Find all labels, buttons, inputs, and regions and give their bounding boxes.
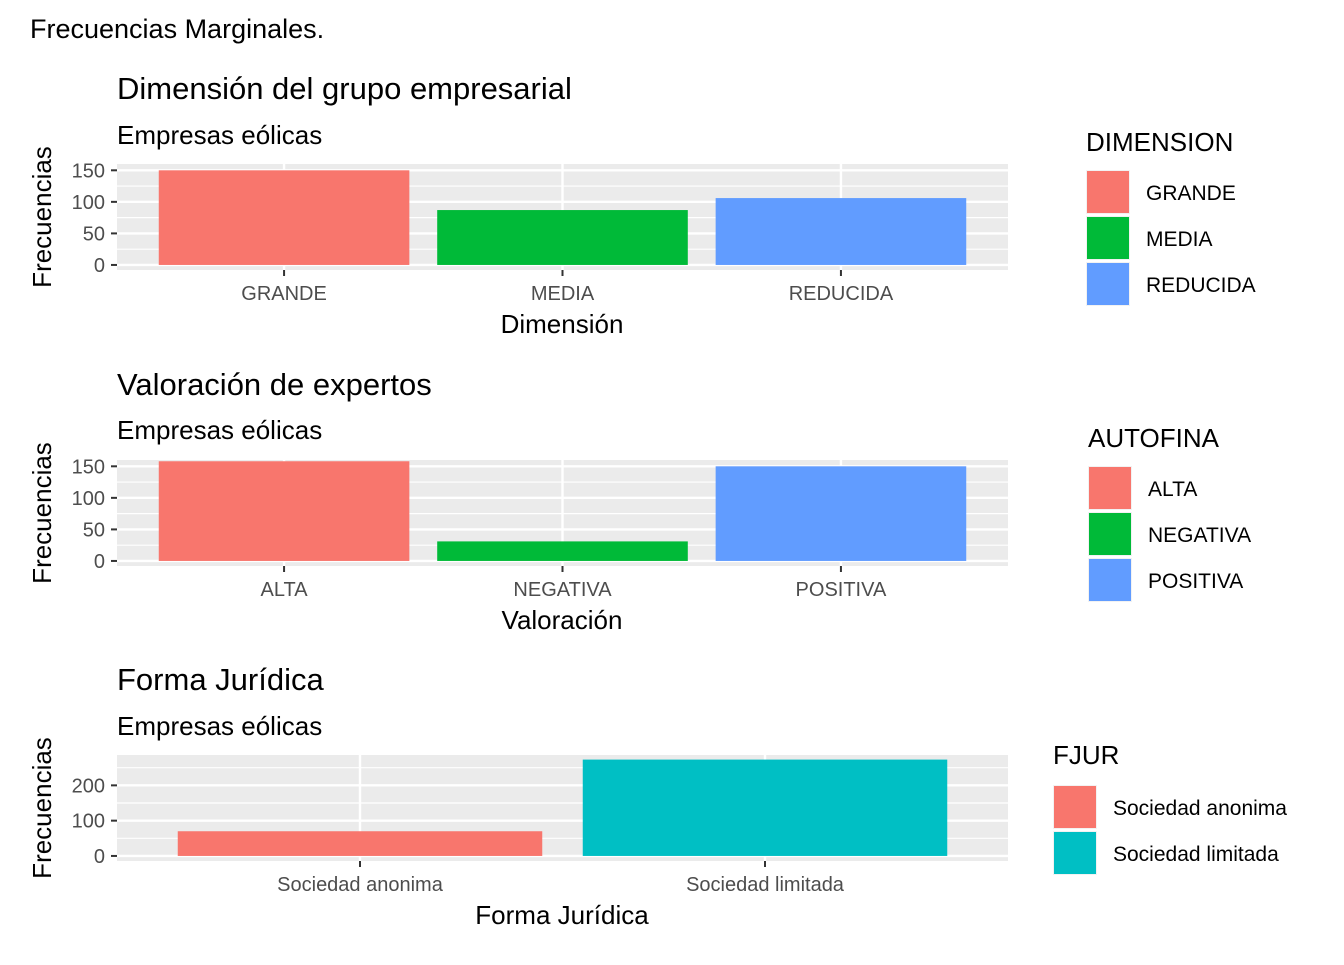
y-tick-label: 50 — [83, 519, 105, 541]
x-tick-label: POSITIVA — [796, 579, 887, 601]
legend-swatch — [1087, 171, 1129, 213]
legend-label: POSITIVA — [1148, 570, 1243, 593]
bars — [158, 170, 967, 265]
legend: FJUR Sociedad anonima Sociedad limitada — [1053, 740, 1287, 875]
bar-grande — [158, 170, 410, 265]
chart-subtitle: Empresas eólicas — [117, 120, 322, 150]
y-tick-label: 100 — [72, 811, 105, 833]
y-tick-label: 200 — [72, 775, 105, 797]
x-tick-label: REDUCIDA — [789, 283, 894, 305]
x-axis: GRANDE MEDIA REDUCIDA — [241, 270, 894, 305]
x-axis: ALTA NEGATIVA POSITIVA — [261, 566, 887, 601]
y-tick-label: 150 — [72, 456, 105, 478]
y-tick-label: 150 — [72, 160, 105, 182]
legend: AUTOFINA ALTA NEGATIVA POSITIVA — [1088, 423, 1251, 602]
page-title: Frecuencias Marginales. — [30, 14, 324, 44]
x-tick-label: Sociedad anonima — [277, 874, 444, 896]
bar-negativa — [437, 541, 688, 561]
chart-forma-juridica: Forma Jurídica Empresas eólicas 0100200 … — [27, 662, 1287, 930]
bar-sociedad-limitada — [582, 759, 948, 856]
legend-label: REDUCIDA — [1146, 274, 1256, 297]
y-tick-label: 0 — [94, 846, 105, 868]
x-tick-label: Sociedad limitada — [686, 874, 845, 896]
y-tick-label: 0 — [94, 255, 105, 277]
y-axis-label: Frecuencias — [27, 442, 57, 584]
legend-swatch — [1087, 263, 1129, 305]
y-axis: 0 50 100 150 — [72, 456, 117, 573]
x-axis-label: Dimensión — [501, 309, 624, 339]
legend-label: MEDIA — [1146, 228, 1213, 251]
chart-title: Forma Jurídica — [117, 662, 324, 697]
x-tick-label: NEGATIVA — [513, 579, 612, 601]
x-axis-label: Forma Jurídica — [475, 900, 649, 930]
legend-swatch — [1089, 513, 1131, 555]
bars — [158, 461, 967, 561]
legend-label: GRANDE — [1146, 182, 1236, 205]
chart-dimension: Dimensión del grupo empresarial Empresas… — [27, 71, 1256, 339]
x-tick-label: MEDIA — [531, 283, 595, 305]
legend-swatch — [1087, 217, 1129, 259]
y-axis: 0 50 100 150 — [72, 160, 117, 277]
legend-label: Sociedad limitada — [1113, 843, 1279, 866]
legend-title: DIMENSION — [1086, 127, 1233, 157]
legend-swatch — [1054, 832, 1096, 874]
legend: DIMENSION GRANDE MEDIA REDUCIDA — [1086, 127, 1256, 306]
legend-swatch — [1054, 786, 1096, 828]
bar-positiva — [715, 466, 967, 561]
bars — [177, 759, 948, 856]
chart-subtitle: Empresas eólicas — [117, 711, 322, 741]
bar-alta — [158, 461, 410, 561]
y-tick-label: 0 — [94, 551, 105, 573]
legend-label: ALTA — [1148, 478, 1197, 501]
y-tick-label: 100 — [72, 488, 105, 510]
y-tick-label: 100 — [72, 192, 105, 214]
y-axis: 0 100 200 — [72, 775, 117, 868]
bar-media — [437, 210, 688, 265]
x-tick-label: GRANDE — [241, 283, 327, 305]
y-axis-label: Frecuencias — [27, 737, 57, 879]
x-axis-label: Valoración — [502, 605, 623, 635]
x-axis: Sociedad anonima Sociedad limitada — [277, 861, 845, 896]
chart-subtitle: Empresas eólicas — [117, 415, 322, 445]
legend-swatch — [1089, 467, 1131, 509]
legend-title: AUTOFINA — [1088, 423, 1220, 453]
x-tick-label: ALTA — [261, 579, 309, 601]
y-tick-label: 50 — [83, 223, 105, 245]
legend-title: FJUR — [1053, 740, 1119, 770]
bar-reducida — [715, 198, 967, 265]
y-axis-label: Frecuencias — [27, 146, 57, 288]
legend-label: Sociedad anonima — [1113, 797, 1287, 820]
bar-sociedad-anonima — [177, 831, 543, 856]
chart-title: Dimensión del grupo empresarial — [117, 71, 572, 106]
chart-title: Valoración de expertos — [117, 367, 432, 402]
chart-valoracion: Valoración de expertos Empresas eólicas … — [27, 367, 1251, 635]
legend-label: NEGATIVA — [1148, 524, 1251, 547]
legend-swatch — [1089, 559, 1131, 601]
